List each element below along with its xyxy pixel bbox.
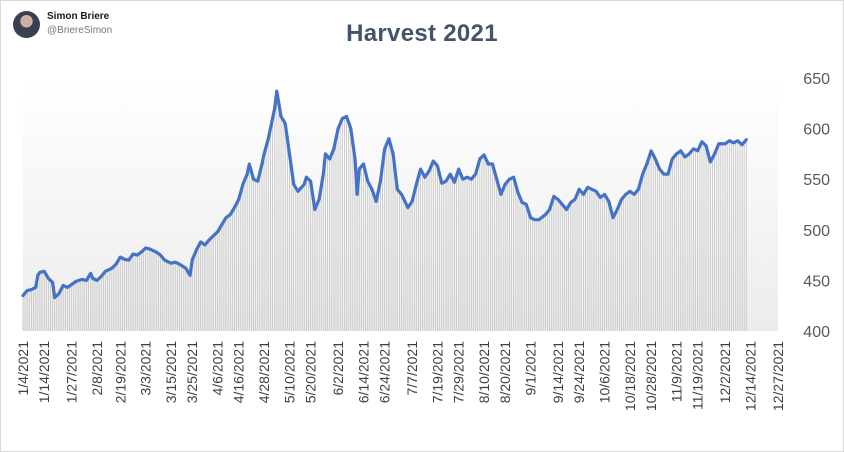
- x-tick-label: 1/14/2021: [36, 341, 52, 403]
- x-tick-label: 5/10/2021: [282, 341, 298, 403]
- y-tick-label: 550: [803, 172, 830, 189]
- x-tick-label: 11/9/2021: [669, 341, 685, 402]
- author-name: Simon Briere: [47, 11, 110, 22]
- series-line: [21, 89, 748, 300]
- plot-area: [23, 78, 778, 331]
- x-tick-label: 3/15/2021: [163, 341, 179, 403]
- x-tick-label: 7/7/2021: [404, 341, 420, 396]
- y-tick-label: 400: [803, 324, 830, 341]
- x-tick-label: 6/14/2021: [356, 341, 372, 403]
- y-tick-label: 450: [803, 273, 830, 290]
- x-tick-label: 6/2/2021: [330, 341, 346, 396]
- x-tick-label: 4/16/2021: [231, 341, 247, 403]
- series-group: [21, 89, 748, 300]
- x-tick-label: 9/24/2021: [571, 341, 587, 403]
- author-avatar: [13, 11, 40, 38]
- y-tick-label: 500: [803, 223, 830, 240]
- x-tick-label: 3/3/2021: [138, 341, 154, 396]
- drop-lines: [22, 91, 747, 331]
- x-tick-label: 5/20/2021: [303, 341, 319, 403]
- x-axis: 1/4/2021 1/14/2021 1/27/2021 2/8/2021 2/19/2…: [15, 341, 786, 411]
- x-tick-label: 2/19/2021: [112, 341, 128, 403]
- x-tick-label: 7/19/2021: [430, 341, 446, 403]
- x-tick-label: 10/18/2021: [622, 341, 638, 411]
- x-tick-label: 4/28/2021: [256, 341, 272, 403]
- x-tick-label: 9/1/2021: [523, 341, 539, 396]
- x-tick-label: 7/29/2021: [451, 341, 467, 403]
- x-tick-label: 8/10/2021: [476, 341, 492, 403]
- x-tick-label: 9/14/2021: [550, 341, 566, 403]
- x-tick-label: 4/6/2021: [210, 341, 226, 396]
- x-tick-label: 6/24/2021: [377, 341, 393, 403]
- y-tick-label: 650: [803, 71, 830, 88]
- x-tick-label: 12/2/2021: [717, 341, 733, 403]
- x-tick-label: 10/6/2021: [597, 341, 613, 403]
- x-tick-label: 2/8/2021: [89, 341, 105, 396]
- x-tick-label: 1/27/2021: [64, 341, 80, 403]
- x-tick-label: 1/4/2021: [15, 341, 31, 396]
- y-tick-label: 600: [803, 122, 830, 139]
- x-tick-label: 12/27/2021: [770, 341, 786, 411]
- x-tick-label: 10/28/2021: [643, 341, 659, 411]
- x-tick-label: 11/19/2021: [690, 341, 706, 410]
- y-axis: 400 450 500 550 600 650: [803, 71, 830, 341]
- x-tick-label: 8/20/2021: [497, 341, 513, 403]
- author-handle: @BriereSimon: [47, 25, 113, 36]
- x-tick-label: 3/25/2021: [184, 341, 200, 403]
- chart-title: Harvest 2021: [346, 20, 498, 47]
- x-tick-label: 12/14/2021: [743, 341, 759, 411]
